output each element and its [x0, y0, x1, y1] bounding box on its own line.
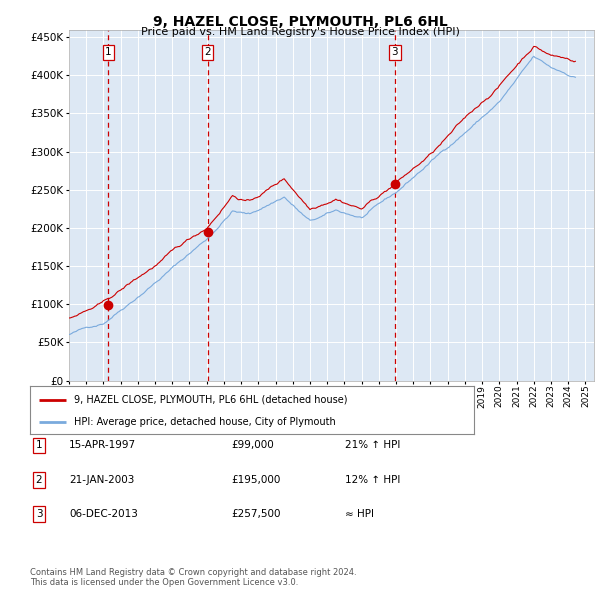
Text: 1: 1: [35, 441, 43, 450]
Text: 1: 1: [105, 47, 112, 57]
Text: 06-DEC-2013: 06-DEC-2013: [69, 509, 138, 519]
Text: 3: 3: [35, 509, 43, 519]
Text: 15-APR-1997: 15-APR-1997: [69, 441, 136, 450]
Text: £257,500: £257,500: [231, 509, 281, 519]
Text: 3: 3: [391, 47, 398, 57]
Text: £195,000: £195,000: [231, 475, 280, 484]
Text: Contains HM Land Registry data © Crown copyright and database right 2024.: Contains HM Land Registry data © Crown c…: [30, 568, 356, 577]
Text: HPI: Average price, detached house, City of Plymouth: HPI: Average price, detached house, City…: [74, 417, 336, 427]
Text: 21-JAN-2003: 21-JAN-2003: [69, 475, 134, 484]
Text: 9, HAZEL CLOSE, PLYMOUTH, PL6 6HL (detached house): 9, HAZEL CLOSE, PLYMOUTH, PL6 6HL (detac…: [74, 395, 348, 405]
Text: 12% ↑ HPI: 12% ↑ HPI: [345, 475, 400, 484]
Text: 21% ↑ HPI: 21% ↑ HPI: [345, 441, 400, 450]
Text: £99,000: £99,000: [231, 441, 274, 450]
Text: This data is licensed under the Open Government Licence v3.0.: This data is licensed under the Open Gov…: [30, 578, 298, 587]
Text: 2: 2: [204, 47, 211, 57]
Text: 9, HAZEL CLOSE, PLYMOUTH, PL6 6HL: 9, HAZEL CLOSE, PLYMOUTH, PL6 6HL: [152, 15, 448, 29]
Text: Price paid vs. HM Land Registry's House Price Index (HPI): Price paid vs. HM Land Registry's House …: [140, 27, 460, 37]
Text: 2: 2: [35, 475, 43, 484]
Text: ≈ HPI: ≈ HPI: [345, 509, 374, 519]
